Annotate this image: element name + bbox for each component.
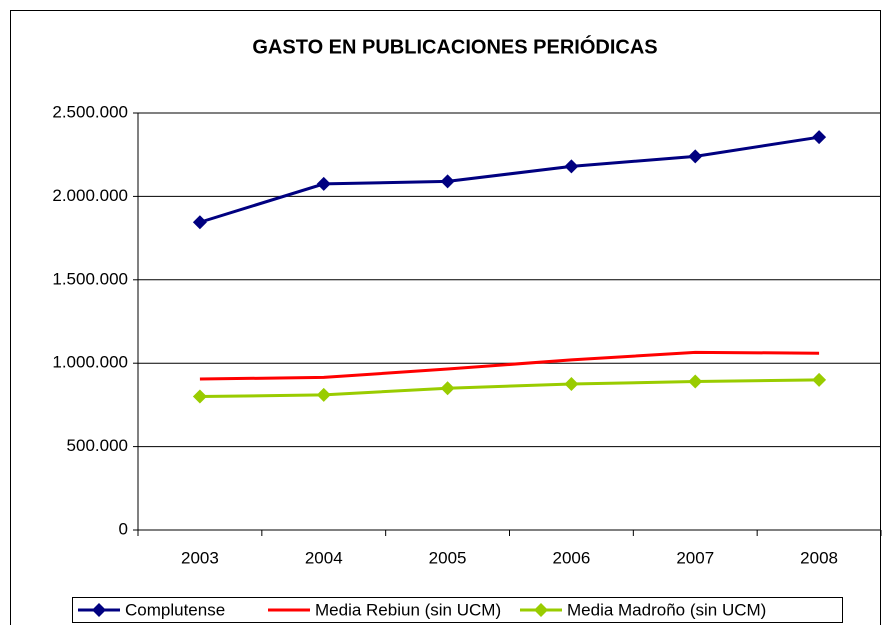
x-tick-label: 2004	[305, 548, 343, 567]
series-line	[199, 378, 820, 399]
x-tick-label: 2007	[676, 548, 714, 567]
marker	[192, 215, 207, 230]
legend-box	[72, 597, 843, 623]
marker	[440, 174, 455, 189]
legend-marker	[534, 603, 548, 617]
marker	[812, 130, 827, 145]
y-tick-label: 0	[119, 519, 128, 538]
marker	[812, 372, 827, 387]
y-tick-label: 1.000.000	[52, 353, 128, 372]
x-tick-label: 2008	[800, 548, 838, 567]
marker	[688, 149, 703, 164]
marker	[316, 176, 331, 191]
chart-title: GASTO EN PUBLICACIONES PERIÓDICAS	[252, 34, 657, 58]
x-tick-label: 2006	[553, 548, 591, 567]
marker	[564, 159, 579, 174]
y-tick-label: 2.000.000	[52, 186, 128, 205]
legend-label: Media Rebiun (sin UCM)	[315, 600, 501, 619]
series-line	[199, 350, 820, 381]
marker	[192, 389, 207, 404]
marker	[316, 387, 331, 402]
x-tick-label: 2005	[429, 548, 467, 567]
legend-label: Media Madroño (sin UCM)	[567, 600, 766, 619]
marker	[688, 374, 703, 389]
y-tick-label: 500.000	[67, 436, 128, 455]
y-tick-label: 1.500.000	[52, 269, 128, 288]
chart-border	[10, 10, 881, 625]
x-tick-label: 2003	[181, 548, 219, 567]
series-line	[199, 135, 820, 224]
y-tick-label: 2.500.000	[52, 102, 128, 121]
legend-label: Complutense	[125, 600, 225, 619]
legend-marker	[92, 603, 106, 617]
marker	[440, 381, 455, 396]
marker	[564, 377, 579, 392]
